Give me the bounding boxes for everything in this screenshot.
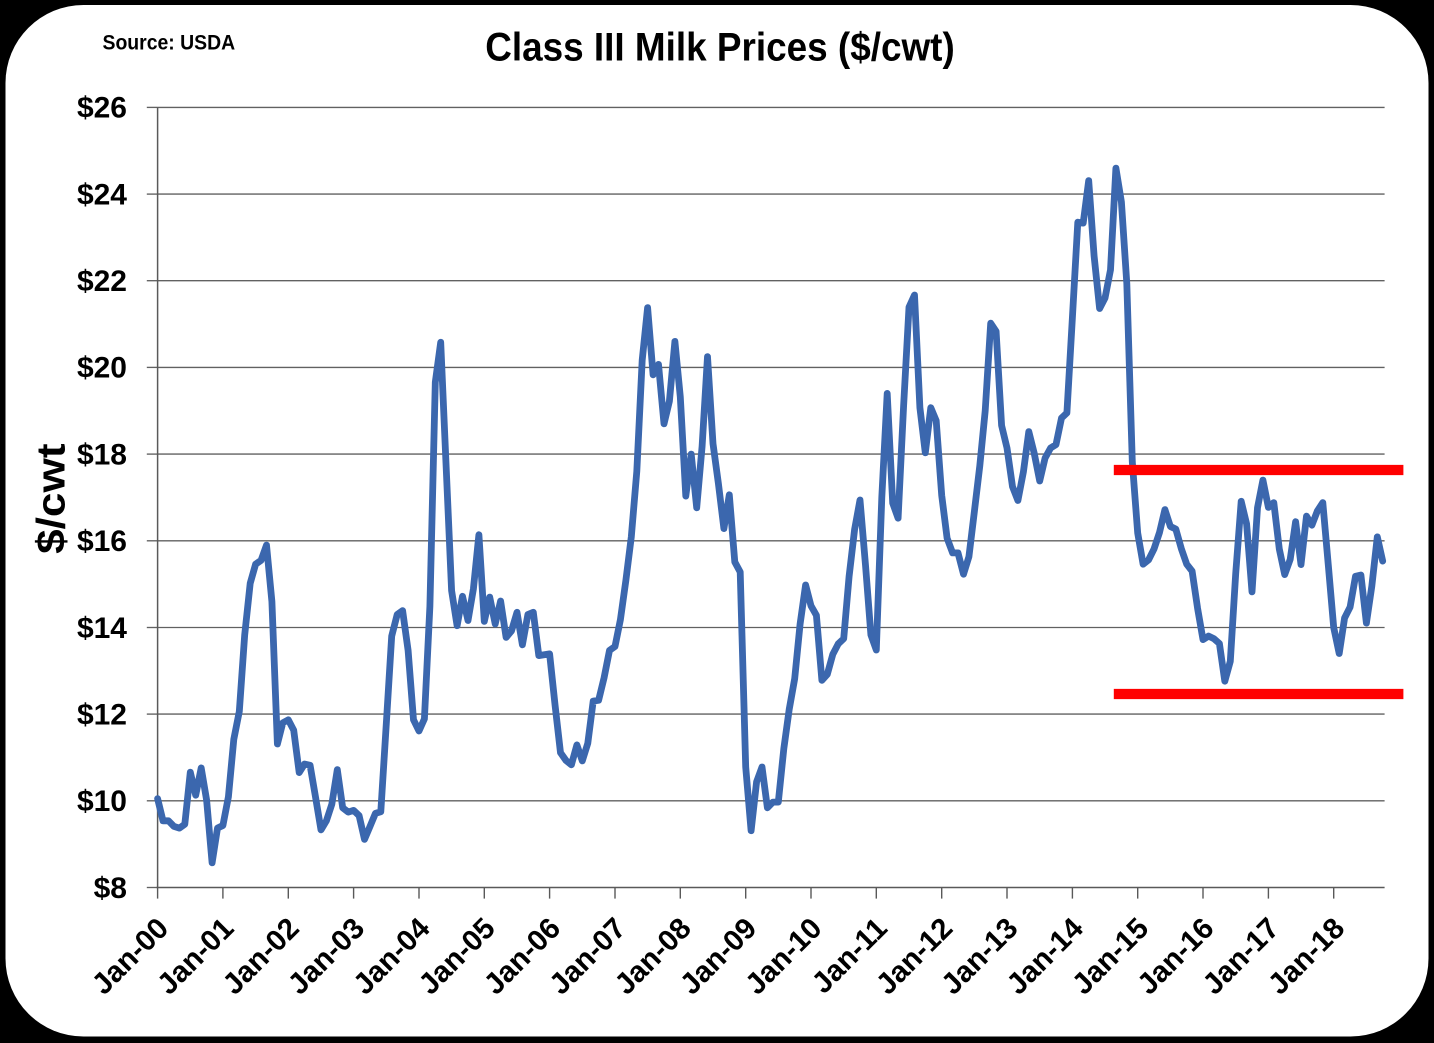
- svg-text:$20: $20: [77, 352, 127, 385]
- svg-text:$12: $12: [77, 698, 127, 731]
- svg-text:Source: USDA: Source: USDA: [103, 31, 236, 55]
- svg-text:$14: $14: [77, 612, 127, 645]
- svg-text:$/cwt: $/cwt: [28, 443, 73, 553]
- svg-text:Class III Milk Prices ($/cwt): Class III Milk Prices ($/cwt): [485, 25, 954, 70]
- svg-text:$24: $24: [77, 178, 127, 211]
- svg-text:$16: $16: [77, 525, 127, 558]
- svg-text:$26: $26: [77, 92, 127, 125]
- svg-text:$10: $10: [77, 785, 127, 818]
- svg-text:$8: $8: [94, 872, 127, 905]
- svg-text:$22: $22: [77, 265, 127, 298]
- svg-text:$18: $18: [77, 438, 127, 471]
